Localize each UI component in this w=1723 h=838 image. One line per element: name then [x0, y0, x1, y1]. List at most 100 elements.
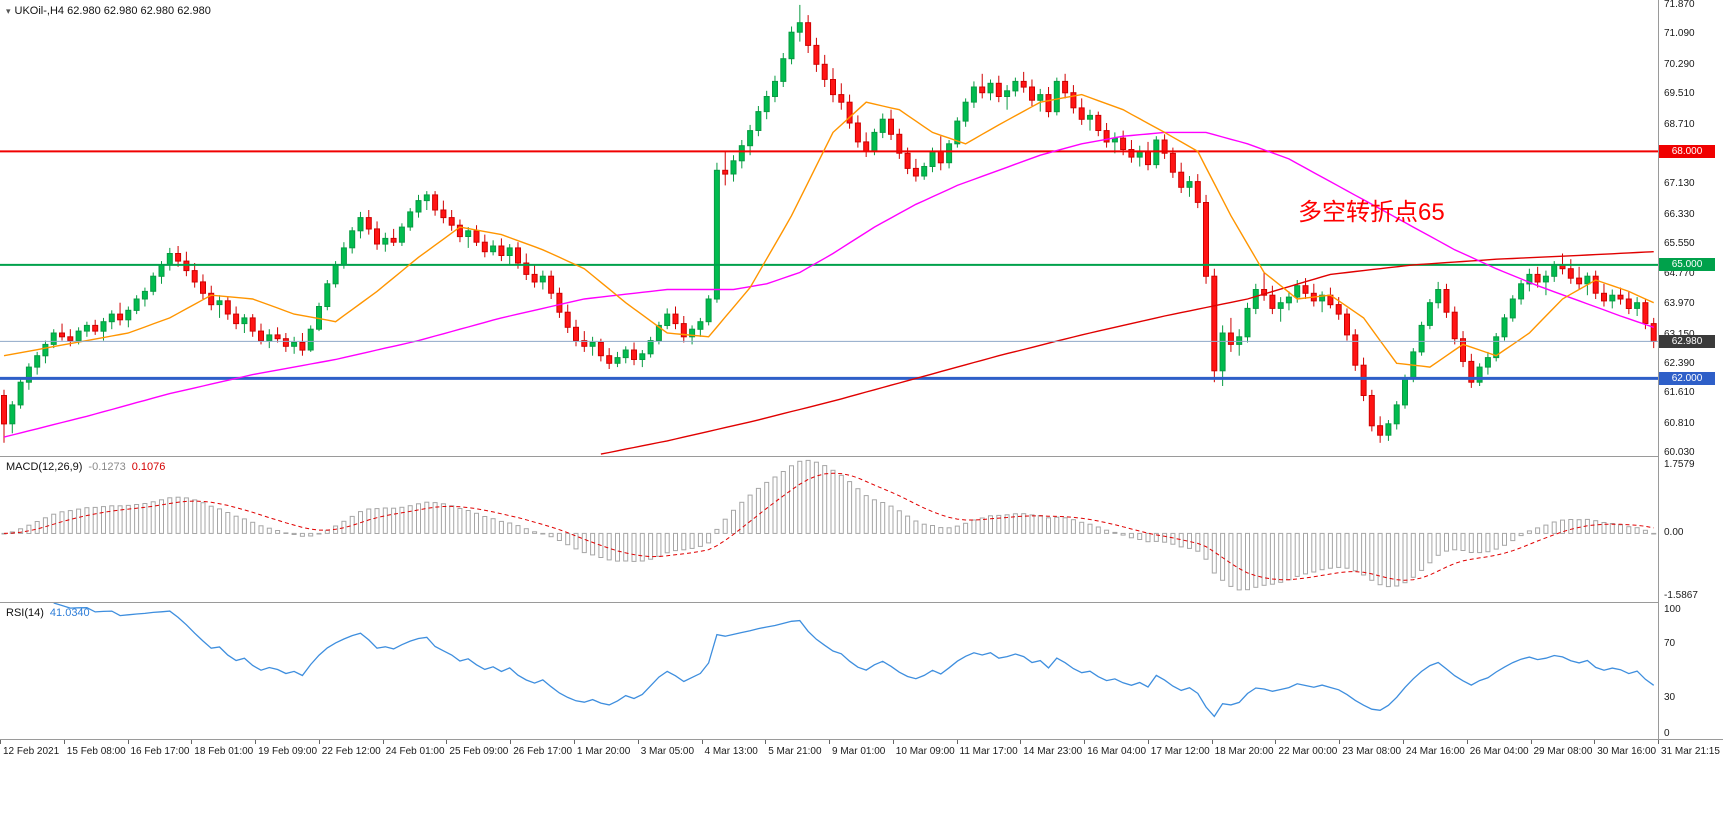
price-axis-label: 63.970 [1664, 297, 1695, 309]
time-axis-label: 22 Feb 12:00 [321, 746, 381, 757]
time-axis-label: 9 Mar 01:00 [832, 746, 886, 757]
time-tick [318, 740, 320, 744]
chart-text-annotation[interactable]: 多空转折点65 [1298, 199, 1445, 226]
time-axis-label: 31 Mar 21:15 [1661, 746, 1720, 757]
time-axis-label: 22 Mar 00:00 [1278, 746, 1338, 757]
price-level-badge: 62.000 [1659, 371, 1715, 385]
ohlc-values: 62.980 62.980 62.980 62.980 [67, 5, 211, 17]
macd-main-value: -0.1273 [88, 461, 126, 473]
price-axis-label: 62.390 [1664, 357, 1695, 369]
time-tick [1147, 740, 1149, 744]
price-axis[interactable]: 71.870 71.090 70.290 69.510 68.710 67.130 66.3… [1658, 0, 1723, 739]
macd-name: MACD(12,26,9) [6, 461, 83, 473]
time-tick [701, 740, 703, 744]
price-axis-label: 71.870 [1664, 0, 1695, 10]
time-axis-label: 14 Mar 23:00 [1023, 746, 1083, 757]
macd-indicator-label: MACD(12,26,9) -0.1273 0.1076 [6, 461, 165, 473]
time-axis-label: 16 Mar 04:00 [1087, 746, 1147, 757]
time-axis-label: 4 Mar 13:00 [704, 746, 758, 757]
time-tick [1594, 740, 1596, 744]
price-axis-label: 60.030 [1664, 447, 1695, 458]
time-axis-label: 26 Feb 17:00 [513, 746, 573, 757]
time-axis-label: 26 Mar 04:00 [1469, 746, 1529, 757]
rsi-axis-label: 0 [1664, 728, 1670, 739]
time-tick [829, 740, 830, 744]
time-axis-label: 11 Mar 17:00 [959, 746, 1018, 757]
time-tick [1339, 740, 1341, 744]
time-axis-label: 16 Feb 17:00 [130, 746, 190, 757]
time-tick [1402, 740, 1404, 744]
macd-axis-label: 0.00 [1664, 527, 1684, 539]
price-axis-label: 65.550 [1664, 238, 1695, 250]
symbol-marker-icon: ▾ [6, 6, 11, 16]
price-axis-label: 71.090 [1664, 28, 1695, 40]
rsi-axis-label: 70 [1664, 637, 1676, 649]
time-tick [1020, 740, 1022, 744]
macd-signal-value: 0.1076 [131, 461, 166, 473]
time-tick [510, 740, 512, 744]
current-price-badge: 62.980 [1659, 334, 1715, 348]
symbol-label: UKOil-,H4 [14, 5, 65, 17]
price-level-badge: 65.000 [1659, 258, 1715, 272]
rsi-name: RSI(14) [6, 607, 44, 619]
panel-separator[interactable] [0, 456, 1723, 457]
time-axis-label: 19 Feb 09:00 [258, 746, 318, 757]
time-axis-label: 24 Mar 16:00 [1405, 746, 1465, 757]
time-tick [573, 740, 575, 744]
time-axis-label: 17 Mar 12:00 [1150, 746, 1210, 757]
rsi-axis-label: 100 [1664, 604, 1681, 615]
time-tick [1658, 740, 1659, 744]
time-axis[interactable]: 12 Feb 2021 15 Feb 08:00 16 Feb 17:00 18 Fe… [0, 739, 1723, 766]
time-axis-label: 10 Mar 09:00 [895, 746, 955, 757]
time-tick [1466, 740, 1468, 744]
rsi-axis-label: 30 [1664, 692, 1676, 704]
time-axis-label: 1 Mar 20:00 [576, 746, 631, 757]
time-tick [956, 740, 958, 744]
rsi-value: 41.0340 [49, 607, 90, 619]
time-axis-label: 3 Mar 05:00 [640, 746, 695, 757]
price-axis-label: 67.130 [1664, 178, 1695, 190]
macd-axis-label: -1.5867 [1664, 589, 1698, 601]
time-axis-label: 24 Feb 01:00 [385, 746, 445, 757]
time-axis-label: 18 Feb 01:00 [194, 746, 254, 757]
chart-symbol-ohlc: ▾ UKOil-,H4 62.980 62.980 62.980 62.980 [6, 5, 211, 17]
time-tick [1211, 740, 1213, 744]
time-tick [127, 740, 129, 744]
price-axis-label: 64.770 [1664, 267, 1695, 279]
time-axis-label: 15 Feb 08:00 [66, 746, 126, 757]
macd-axis-label: 1.7579 [1664, 458, 1695, 470]
price-axis-label: 66.330 [1664, 208, 1695, 220]
rsi-canvas[interactable] [0, 603, 1658, 739]
price-axis-label: 60.810 [1664, 417, 1695, 429]
time-tick [191, 740, 193, 744]
panel-separator[interactable] [0, 602, 1723, 603]
macd-canvas[interactable] [0, 457, 1658, 602]
time-axis-label: 23 Mar 08:00 [1342, 746, 1402, 757]
price-axis-label: 61.610 [1664, 387, 1695, 399]
time-axis-label: 29 Mar 08:00 [1533, 746, 1593, 757]
time-tick [637, 740, 639, 744]
time-tick [892, 740, 894, 744]
price-axis-label: 63.150 [1664, 329, 1695, 340]
time-tick [63, 740, 65, 744]
time-axis-label: 18 Mar 20:00 [1214, 746, 1274, 757]
time-tick [382, 740, 384, 744]
price-axis-label: 68.710 [1664, 118, 1695, 130]
time-tick [446, 740, 448, 744]
price-chart-canvas[interactable] [0, 0, 1658, 456]
rsi-indicator-label: RSI(14) 41.0340 [6, 607, 90, 619]
time-tick [1275, 740, 1277, 744]
time-tick [1084, 740, 1086, 744]
time-axis-label: 5 Mar 21:00 [768, 746, 822, 757]
time-tick [255, 740, 257, 744]
time-axis-label: 12 Feb 2021 [3, 746, 60, 757]
time-axis-label: 25 Feb 09:00 [449, 746, 509, 757]
price-axis-label: 69.510 [1664, 88, 1695, 100]
time-tick [1530, 740, 1532, 744]
price-axis-label: 70.290 [1664, 58, 1695, 70]
price-level-badge: 68.000 [1659, 144, 1715, 158]
time-tick [765, 740, 767, 744]
time-tick [0, 740, 1, 744]
time-axis-label: 30 Mar 16:00 [1597, 746, 1657, 757]
